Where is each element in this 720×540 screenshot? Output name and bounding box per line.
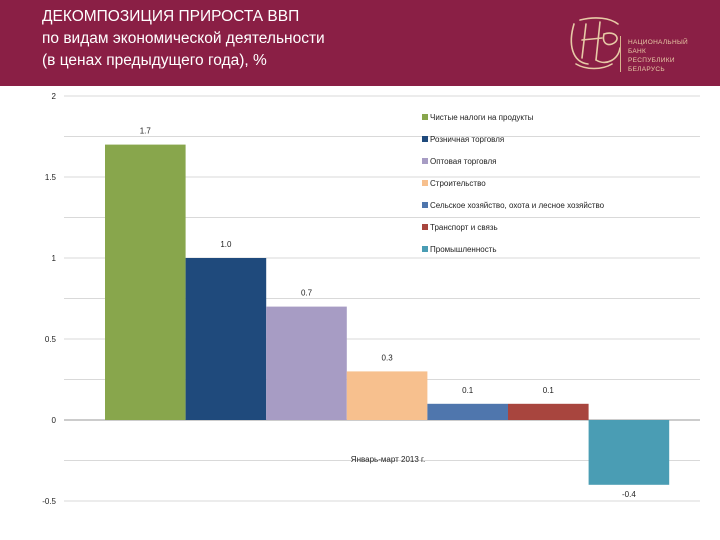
- slide-title: ДЕКОМПОЗИЦИЯ ПРИРОСТА ВВП по видам эконо…: [42, 6, 325, 72]
- data-labels: 1.7 1.0 0.7 0.3 0.1 0.1 -0.4: [140, 127, 637, 499]
- bar: [185, 258, 267, 420]
- data-label: 0.7: [301, 289, 313, 298]
- bar: [588, 420, 670, 485]
- legend-swatch: [422, 158, 428, 164]
- data-label: -0.4: [622, 490, 636, 499]
- legend-swatch: [422, 224, 428, 230]
- bank-line-2: БАНК: [628, 48, 647, 55]
- bank-line-4: БЕЛАРУСЬ: [628, 66, 665, 73]
- title-line-2: по видам экономической деятельности: [42, 30, 325, 47]
- data-label: 0.3: [382, 353, 394, 362]
- y-axis: 2 1.5 1 0.5 0 -0.5: [42, 92, 56, 506]
- nbrb-monogram-icon: [570, 17, 621, 70]
- category-label: Январь-март 2013 г.: [351, 455, 425, 464]
- title-line-1: ДЕКОМПОЗИЦИЯ ПРИРОСТА ВВП: [42, 8, 300, 25]
- data-label: 0.1: [462, 386, 474, 395]
- gdp-decomposition-chart: 2 1.5 1 0.5 0 -0.5 1.7 1.0 0.7 0.3 0.1 0.1 -0.4 Чис…: [42, 92, 700, 506]
- legend-entry: Сельское хозяйство, охота и лесное хозяй…: [430, 201, 605, 210]
- legend-entry: Оптовая торговля: [430, 157, 496, 166]
- data-label: 1.0: [220, 240, 232, 249]
- bar: [427, 403, 508, 420]
- y-tick-label: 0: [52, 416, 57, 425]
- legend-entry: Розничная торговля: [430, 135, 504, 144]
- bar: [105, 144, 186, 420]
- data-label: 0.1: [543, 386, 555, 395]
- legend-entry: Промышленность: [430, 245, 497, 254]
- y-tick-label: 1: [52, 254, 57, 263]
- legend-swatch: [422, 180, 428, 186]
- legend: Чистые налоги на продукты Розничная торго…: [422, 113, 605, 254]
- slide-header: ДЕКОМПОЗИЦИЯ ПРИРОСТА ВВП по видам эконо…: [0, 0, 720, 86]
- bank-name: НАЦИОНАЛЬНЫЙ БАНК РЕСПУБЛИКИ БЕЛАРУСЬ: [628, 38, 688, 74]
- bar: [346, 371, 428, 420]
- legend-swatch: [422, 246, 428, 252]
- legend-swatch: [422, 114, 428, 120]
- bar: [266, 306, 347, 420]
- logo-divider: [620, 36, 621, 72]
- bar: [508, 403, 589, 420]
- legend-swatch: [422, 202, 428, 208]
- legend-swatch: [422, 136, 428, 142]
- bank-line-1: НАЦИОНАЛЬНЫЙ: [628, 39, 688, 46]
- y-tick-label: 1.5: [45, 173, 57, 182]
- y-tick-label: 0.5: [45, 335, 57, 344]
- legend-entry: Транспорт и связь: [430, 223, 498, 232]
- y-tick-label: 2: [52, 92, 57, 101]
- title-line-3: (в ценах предыдущего года), %: [42, 52, 267, 69]
- data-label: 1.7: [140, 127, 152, 136]
- y-tick-label: -0.5: [42, 497, 56, 506]
- legend-entry: Строительство: [430, 179, 486, 188]
- bank-line-3: РЕСПУБЛИКИ: [628, 57, 675, 64]
- bars: [105, 144, 670, 485]
- legend-entry: Чистые налоги на продукты: [430, 113, 534, 122]
